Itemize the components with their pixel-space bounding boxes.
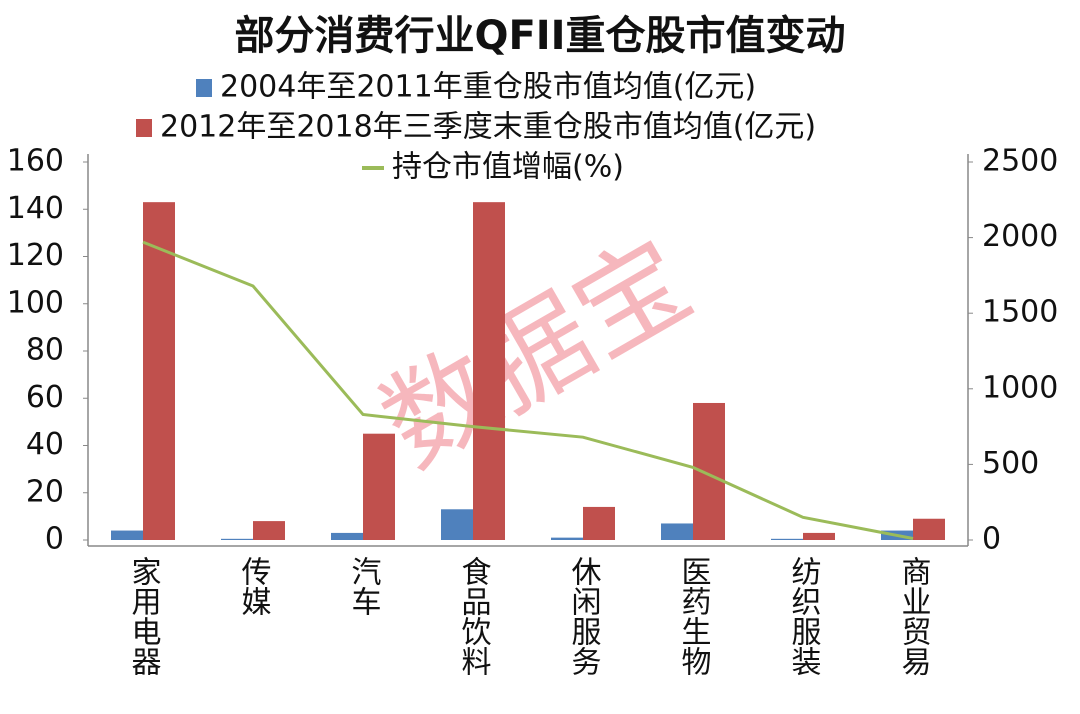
bar <box>253 521 285 540</box>
y2-tick-label: 1000 <box>982 370 1058 405</box>
y-tick-label: 100 <box>7 285 64 320</box>
bar <box>661 523 693 540</box>
bar <box>221 538 253 540</box>
y-tick-label: 140 <box>7 191 64 226</box>
legend-swatch <box>136 119 152 137</box>
x-tick-label: 食品饮料 <box>456 556 492 676</box>
bar <box>771 538 803 540</box>
bar <box>111 530 143 540</box>
y-tick-label: 120 <box>7 238 64 273</box>
bar <box>913 518 945 540</box>
x-tick-label: 家用电器 <box>126 556 162 676</box>
y-tick-label: 160 <box>7 144 64 179</box>
x-tick-label: 医药生物 <box>676 556 712 676</box>
x-tick-label: 汽车 <box>346 556 381 616</box>
bar <box>803 532 835 540</box>
bar <box>143 202 175 540</box>
y2-tick-label: 2000 <box>982 219 1058 254</box>
bar <box>583 506 615 540</box>
y2-tick-label: 0 <box>982 522 1001 557</box>
y-tick-label: 20 <box>26 474 64 509</box>
bar <box>551 537 583 540</box>
bar <box>331 532 363 540</box>
x-tick-label: 商业贸易 <box>896 556 931 676</box>
y2-tick-label: 2500 <box>982 144 1058 179</box>
x-tick-label: 休闲服务 <box>566 556 602 676</box>
y2-tick-label: 1500 <box>982 295 1058 330</box>
line <box>142 240 914 540</box>
chart-title: 部分消费行业QFII重仓股市值变动 <box>234 13 845 59</box>
bar <box>693 402 725 540</box>
legend-label: 2012年至2018年三季度末重仓股市值均值(亿元) <box>160 110 816 145</box>
y2-tick-label: 500 <box>982 446 1039 481</box>
legend-label: 2004年至2011年重仓股市值均值(亿元) <box>220 70 756 105</box>
y-tick-label: 40 <box>26 427 64 462</box>
y-tick-label: 80 <box>26 333 64 368</box>
bar <box>363 433 395 540</box>
x-tick-label: 传媒 <box>236 556 272 616</box>
legend-label: 持仓市值增幅(%) <box>392 150 624 185</box>
bar <box>441 509 473 540</box>
legend-swatch <box>196 79 212 97</box>
y-tick-label: 0 <box>45 522 64 557</box>
watermark: 数据宝 <box>361 215 711 491</box>
bar <box>473 202 505 540</box>
x-tick-label: 纺织服装 <box>786 556 821 676</box>
y-tick-label: 60 <box>26 380 64 415</box>
